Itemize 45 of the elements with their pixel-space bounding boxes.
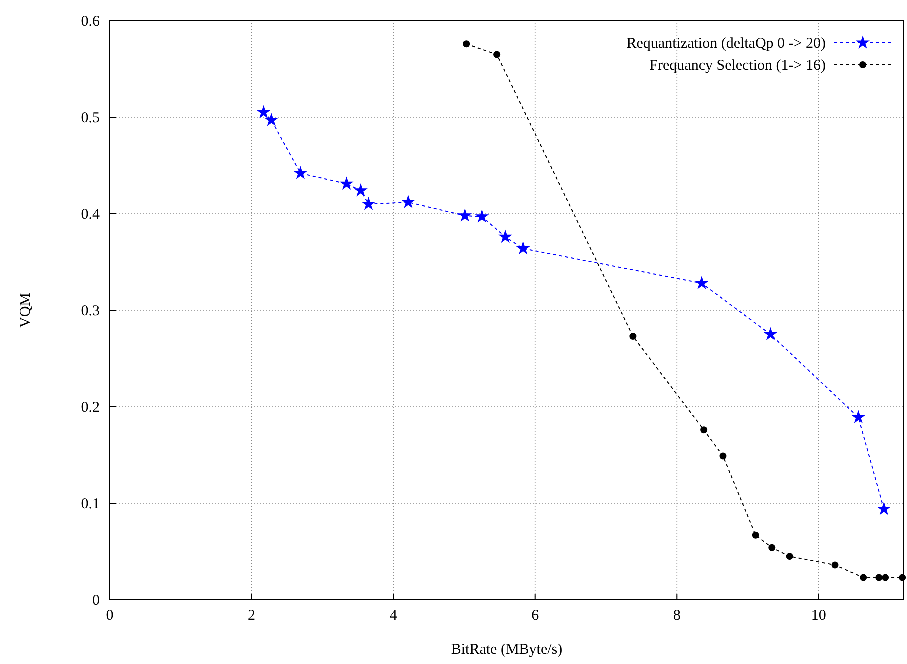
legend-label: Requantization (deltaQp 0 -> 20)	[626, 36, 826, 52]
point	[630, 333, 637, 340]
x-tick-label: 0	[106, 608, 114, 624]
point	[786, 553, 794, 560]
legend-label: Frequancy Selection (1-> 16)	[650, 58, 826, 74]
point	[463, 40, 470, 48]
point	[860, 574, 868, 582]
y-tick-label: 0.5	[81, 110, 100, 126]
y-tick-label: 0.2	[81, 400, 100, 416]
point	[340, 176, 354, 190]
point	[700, 426, 708, 434]
x-tick-label: 10	[811, 608, 826, 624]
point	[852, 410, 866, 424]
y-tick-label: 0.4	[81, 207, 100, 223]
point	[882, 574, 890, 582]
point	[832, 562, 839, 569]
point	[877, 502, 892, 516]
point	[498, 230, 513, 244]
point	[695, 276, 709, 290]
point	[264, 113, 279, 126]
point	[764, 327, 778, 341]
point	[752, 532, 760, 539]
y-tick-label: 0.6	[81, 14, 100, 30]
point	[494, 51, 501, 58]
point	[402, 195, 416, 208]
point	[899, 574, 906, 582]
y-tick-label: 0.3	[81, 304, 100, 320]
y-tick-label: 0.1	[81, 496, 100, 512]
x-tick-label: 8	[673, 608, 681, 624]
x-tick-label: 6	[532, 608, 540, 624]
point	[876, 574, 883, 582]
point	[256, 105, 271, 119]
point	[354, 184, 368, 197]
point	[458, 208, 472, 222]
point	[768, 544, 776, 552]
point	[516, 241, 530, 255]
y-axis-title: VQM	[18, 292, 34, 328]
y-tick-label: 0	[92, 593, 100, 609]
x-axis-title: BitRate (MByte/s)	[451, 642, 563, 658]
point	[294, 166, 308, 180]
x-tick-label: 4	[390, 608, 398, 624]
point	[362, 197, 376, 210]
x-tick-label: 2	[248, 608, 256, 624]
point	[475, 210, 490, 223]
point	[720, 452, 727, 460]
